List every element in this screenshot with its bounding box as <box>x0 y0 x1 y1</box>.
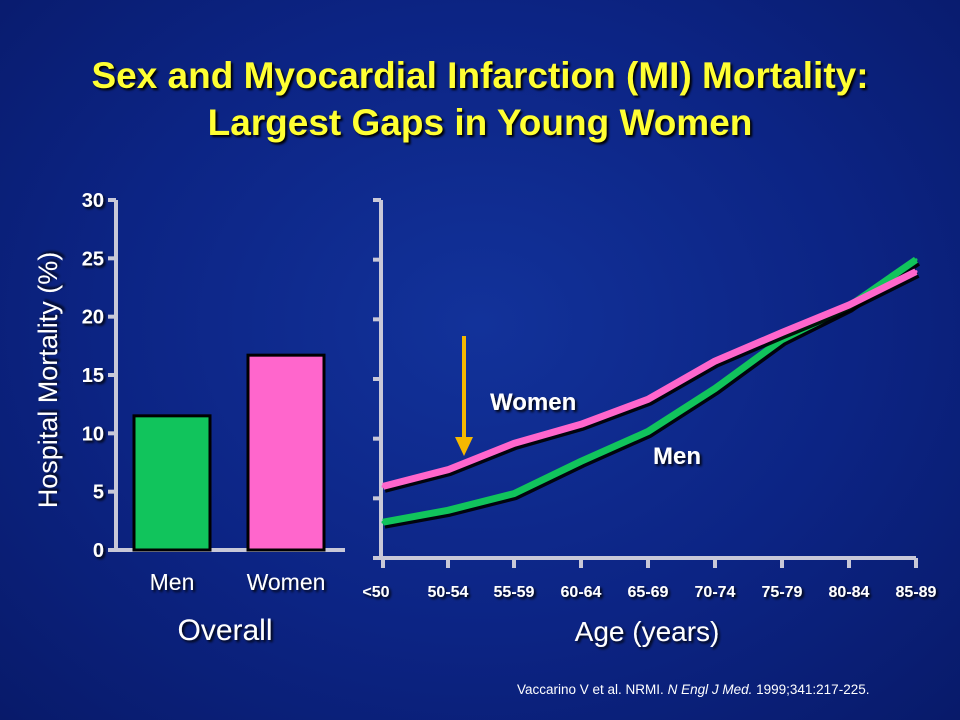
data-point-men <box>713 387 717 390</box>
line-x-axis-title: Age (years) <box>575 616 720 647</box>
bar-y-tick-label: 25 <box>82 248 104 270</box>
bar-category-label: Men <box>150 569 195 595</box>
data-point-women <box>914 270 918 274</box>
data-point-men <box>446 508 450 512</box>
line-x-tick-label: 60-64 <box>561 584 602 601</box>
data-point-women <box>780 331 784 334</box>
line-x-tick-label: 55-59 <box>494 584 535 601</box>
data-point-women <box>381 484 385 488</box>
data-point-men <box>579 459 583 463</box>
data-point-women <box>847 303 851 307</box>
title-line-1: Sex and Myocardial Infarction (MI) Morta… <box>91 55 869 96</box>
line-x-tick-label: 50-54 <box>428 584 469 601</box>
line-x-tick-label: 75-79 <box>762 584 803 601</box>
data-point-women <box>646 397 650 401</box>
line-chart: <50 50-54 55-59 60-64 65-69 70-74 75-79 80-84 85… <box>362 198 937 647</box>
citation-journal: N Engl J Med. <box>667 682 753 697</box>
title-line-2: Largest Gaps in Young Women <box>207 102 753 143</box>
data-point-women <box>446 468 450 472</box>
bar-men <box>132 414 212 552</box>
data-point-women <box>579 422 583 426</box>
line-x-tick-label: 65-69 <box>628 584 669 601</box>
data-point-men <box>914 258 918 262</box>
data-point-men <box>646 430 650 433</box>
citation: Vaccarino V et al. NRMI. N Engl J Med. 1… <box>517 682 869 697</box>
bar-chart: 0 5 10 15 20 25 30 Men Women Overall Hospital Mort… <box>33 190 345 647</box>
arrow-head <box>455 437 473 456</box>
y-axis-title: Hospital Mortality (%) <box>33 252 63 509</box>
series-label-men: Men <box>653 443 701 470</box>
line-x-tick-label: <50 <box>362 584 389 601</box>
series-label-women: Women <box>490 389 576 416</box>
data-point-men <box>512 492 516 496</box>
bar-category-label: Women <box>247 569 326 595</box>
line-x-tick-label: 80-84 <box>829 584 870 601</box>
bar-y-tick-label: 20 <box>82 307 104 329</box>
bar-y-tick-label: 10 <box>82 423 104 445</box>
bar-y-tick-label: 15 <box>82 365 104 387</box>
bar-x-axis-title: Overall <box>177 614 272 647</box>
citation-authors: Vaccarino V et al. NRMI. <box>517 682 668 697</box>
bar-y-tick-label: 30 <box>82 190 104 212</box>
data-point-women <box>512 441 516 445</box>
line-x-tick-label: 70-74 <box>695 584 736 601</box>
bar-women <box>246 353 326 552</box>
bar-y-tick-label: 0 <box>93 540 104 562</box>
slide-title: Sex and Myocardial Infarction (MI) Morta… <box>0 52 960 146</box>
citation-details: 1999;341:217-225. <box>752 682 870 697</box>
bar-y-tick-label: 5 <box>93 482 104 504</box>
data-point-men <box>381 520 385 524</box>
line-x-tick-label: 85-89 <box>896 584 937 601</box>
data-point-women <box>713 359 717 363</box>
